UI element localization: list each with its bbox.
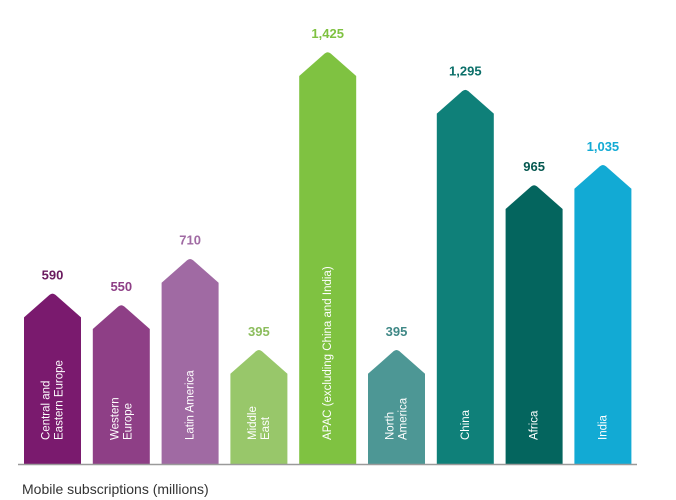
- category-label-5-line-1: America: [398, 397, 410, 440]
- value-label-2: 710: [179, 233, 201, 248]
- value-label-1: 550: [110, 279, 132, 294]
- category-label-8: India: [597, 414, 609, 440]
- category-label-1: Western Europe: [109, 397, 134, 440]
- category-label-5: North America: [385, 397, 410, 440]
- value-label-0: 590: [42, 267, 64, 282]
- category-label-0-line-1: Eastern Europe: [54, 360, 66, 440]
- category-label-6: China: [460, 409, 472, 440]
- value-label-4: 1,425: [311, 26, 344, 41]
- bar-4: [299, 52, 357, 464]
- bar-7: [505, 185, 563, 464]
- axis-caption: Mobile subscriptions (millions): [22, 481, 209, 497]
- bar-3: [230, 350, 288, 464]
- category-label-3-line-0: Middle: [247, 406, 259, 440]
- value-label-8: 1,035: [587, 139, 620, 154]
- category-label-2-line-0: Latin America: [185, 370, 197, 440]
- category-label-7-line-0: Africa: [529, 410, 541, 440]
- category-label-5-line-0: North: [385, 412, 397, 440]
- category-label-1-line-0: Western: [109, 397, 121, 440]
- category-label-3-line-1: East: [260, 416, 272, 440]
- bar-5: [368, 350, 425, 464]
- bar-0: [24, 293, 81, 464]
- value-label-3: 395: [248, 324, 270, 339]
- category-label-7: Africa: [529, 410, 541, 440]
- category-label-3: Middle East: [247, 406, 272, 440]
- bar-6: [436, 89, 494, 464]
- category-label-4: APAC (excluding China and India): [322, 266, 334, 440]
- bar-chart: 590 Central and Eastern Europe 550 Western Eu…: [18, 26, 637, 466]
- value-label-5: 395: [386, 324, 408, 339]
- bar-2: [161, 258, 219, 464]
- category-label-1-line-1: Europe: [122, 403, 134, 440]
- category-label-4-line-0: APAC (excluding China and India): [322, 266, 334, 440]
- category-label-8-line-0: India: [597, 414, 609, 440]
- category-label-6-line-0: China: [460, 409, 472, 440]
- value-label-7: 965: [523, 159, 545, 174]
- category-label-0: Central and Eastern Europe: [41, 360, 66, 440]
- category-label-0-line-0: Central and: [41, 381, 53, 440]
- category-label-2: Latin America: [185, 370, 197, 440]
- bar-8: [574, 165, 632, 465]
- bar-1: [92, 305, 150, 464]
- value-label-6: 1,295: [449, 64, 482, 79]
